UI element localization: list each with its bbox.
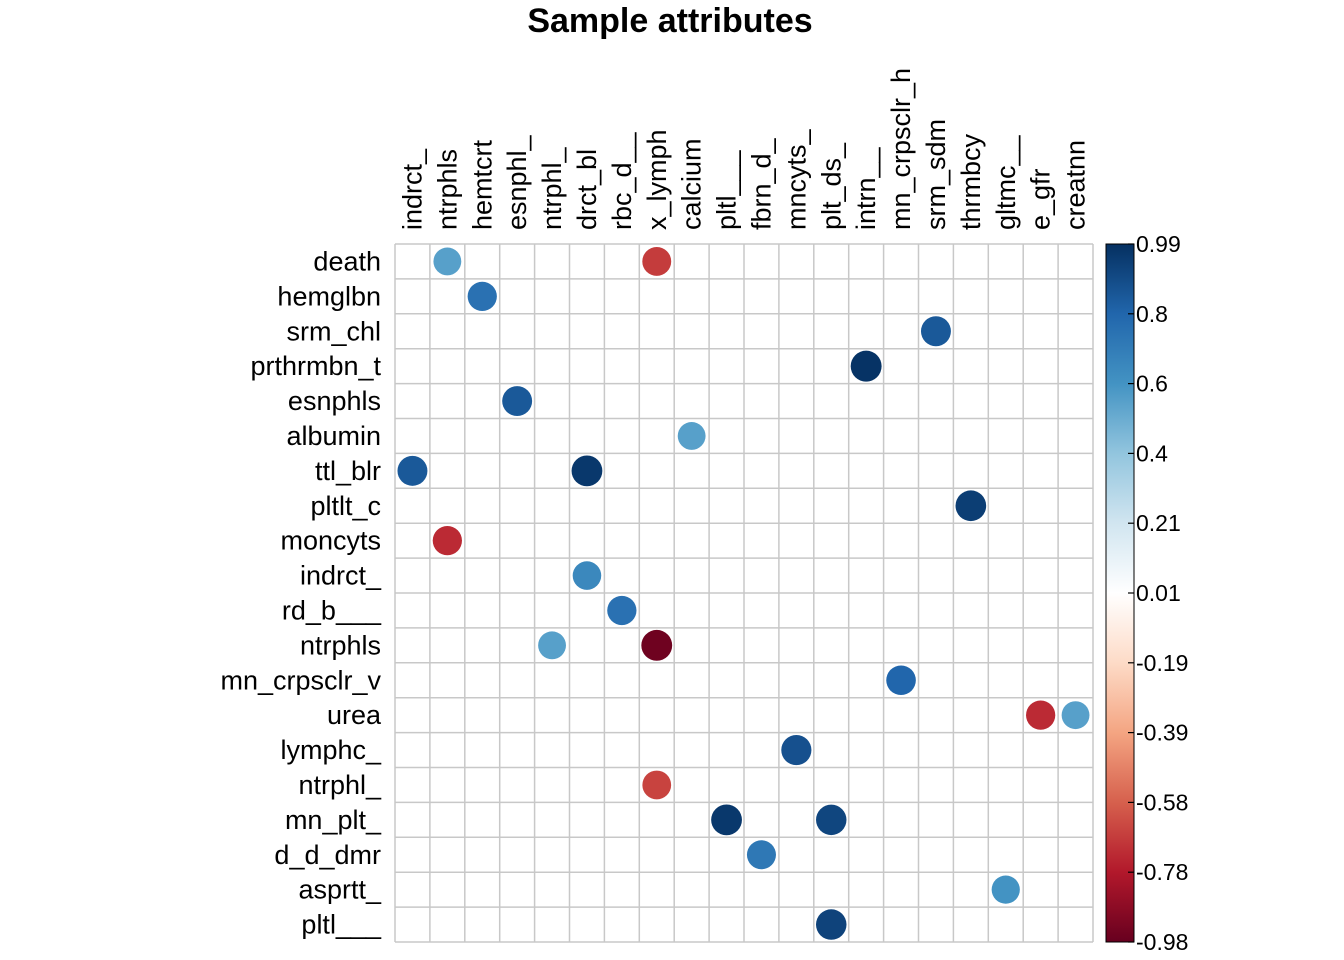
colorbar-tick-label: -0.58 xyxy=(1136,789,1188,815)
correlation-circle xyxy=(816,804,847,836)
colorbar-tick-label: 0.99 xyxy=(1136,231,1181,257)
colorbar: 0.99 0.8 0.6 0.4 0.21 0.01 -0.19 -0.39 -0.58 -0.7… xyxy=(1105,231,1188,955)
row-label: albumin xyxy=(286,421,381,451)
column-label: hemtcrt xyxy=(467,139,497,230)
row-label: pltl___ xyxy=(301,910,382,940)
row-label: mn_crpsclr_v xyxy=(220,665,381,695)
row-label: indrct_ xyxy=(300,561,382,591)
correlation-circle xyxy=(642,247,672,276)
correlation-circle xyxy=(502,386,533,417)
correlation-marks xyxy=(397,247,1090,940)
correlation-circle xyxy=(1061,701,1090,730)
row-label: lymphc_ xyxy=(280,735,382,765)
correlation-circle xyxy=(746,840,776,870)
correlation-circle xyxy=(815,909,847,940)
correlation-circle xyxy=(433,247,462,276)
correlation-circle xyxy=(677,422,706,450)
row-label: prthrmbn_t xyxy=(250,351,381,381)
correlation-circle xyxy=(781,734,812,766)
colorbar-tick-label: -0.78 xyxy=(1136,859,1188,885)
correlation-circle xyxy=(607,595,637,626)
row-label: pltlt_c xyxy=(310,491,381,521)
colorbar-tick-label: 0.8 xyxy=(1136,301,1168,327)
column-label: fbrn_d_ xyxy=(746,137,776,230)
column-label: mn_crpsclr_h xyxy=(886,68,916,230)
column-label: esnphl_ xyxy=(502,134,532,230)
chart-title: Sample attributes xyxy=(527,2,812,40)
row-label: ttl_blr xyxy=(315,456,381,486)
correlation-circle xyxy=(538,631,566,660)
correlation-circle xyxy=(955,490,987,522)
row-label: death xyxy=(313,246,381,276)
colorbar-tick-label: -0.39 xyxy=(1136,720,1188,746)
colorbar-tick-label: -0.98 xyxy=(1136,929,1188,955)
row-label: rd_b___ xyxy=(282,595,382,625)
column-label: ntrphl_ xyxy=(537,146,567,230)
correlation-circle xyxy=(886,665,916,696)
column-label: creatnn xyxy=(1061,140,1091,230)
row-label: hemglbn xyxy=(277,281,381,311)
column-label: thrmbcy xyxy=(956,133,986,230)
correlation-circle xyxy=(991,875,1020,904)
colorbar-tick-label: -0.19 xyxy=(1136,650,1188,676)
column-label: gltmc__ xyxy=(991,134,1021,230)
colorbar-tick-label: 0.21 xyxy=(1136,510,1181,536)
column-label: ntrphls xyxy=(432,149,462,230)
column-label: drct_bl xyxy=(572,149,602,230)
row-label: ntrphls xyxy=(300,630,381,660)
row-label: esnphls xyxy=(288,386,381,416)
colorbar-tick-label: 0.01 xyxy=(1136,580,1181,606)
row-label: asprtt_ xyxy=(298,875,382,905)
row-label: moncyts xyxy=(280,526,381,556)
row-label: mn_plt_ xyxy=(285,805,382,835)
correlation-circle xyxy=(1026,700,1056,730)
row-label: d_d_dmr xyxy=(274,840,381,870)
correlation-circle xyxy=(572,561,602,590)
column-label: e_gfr xyxy=(1026,168,1056,230)
correlation-circle xyxy=(467,281,497,311)
correlation-circle xyxy=(571,455,603,487)
column-label: rbc_d__ xyxy=(607,131,637,230)
correlation-circle xyxy=(397,455,428,486)
correlation-circle xyxy=(432,526,462,556)
correlation-circle xyxy=(642,770,672,800)
correlation-circle xyxy=(711,804,742,836)
row-label: ntrphl_ xyxy=(298,770,382,800)
correlation-circle xyxy=(850,350,882,382)
column-label: mncyts_ xyxy=(781,128,811,230)
correlation-circle xyxy=(641,629,673,661)
grid xyxy=(394,243,1094,943)
colorbar-tick-label: 0.6 xyxy=(1136,371,1168,397)
row-label: urea xyxy=(327,700,382,730)
column-label: plt_ds_ xyxy=(816,142,846,230)
row-label: srm_chl xyxy=(286,316,381,346)
column-label: calcium xyxy=(677,138,707,230)
column-label: indrct_ xyxy=(397,148,427,230)
column-label: pltl___ xyxy=(712,149,742,230)
column-labels: indrct_ ntrphls hemtcrt esnphl_ ntrphl_ drct_… xyxy=(397,68,1090,230)
correlation-circle xyxy=(920,316,951,347)
column-label: intrn__ xyxy=(851,146,881,230)
column-label: x_lymph xyxy=(642,129,672,230)
column-label: srm_sdm xyxy=(921,119,951,230)
colorbar-tick-label: 0.4 xyxy=(1136,440,1168,466)
